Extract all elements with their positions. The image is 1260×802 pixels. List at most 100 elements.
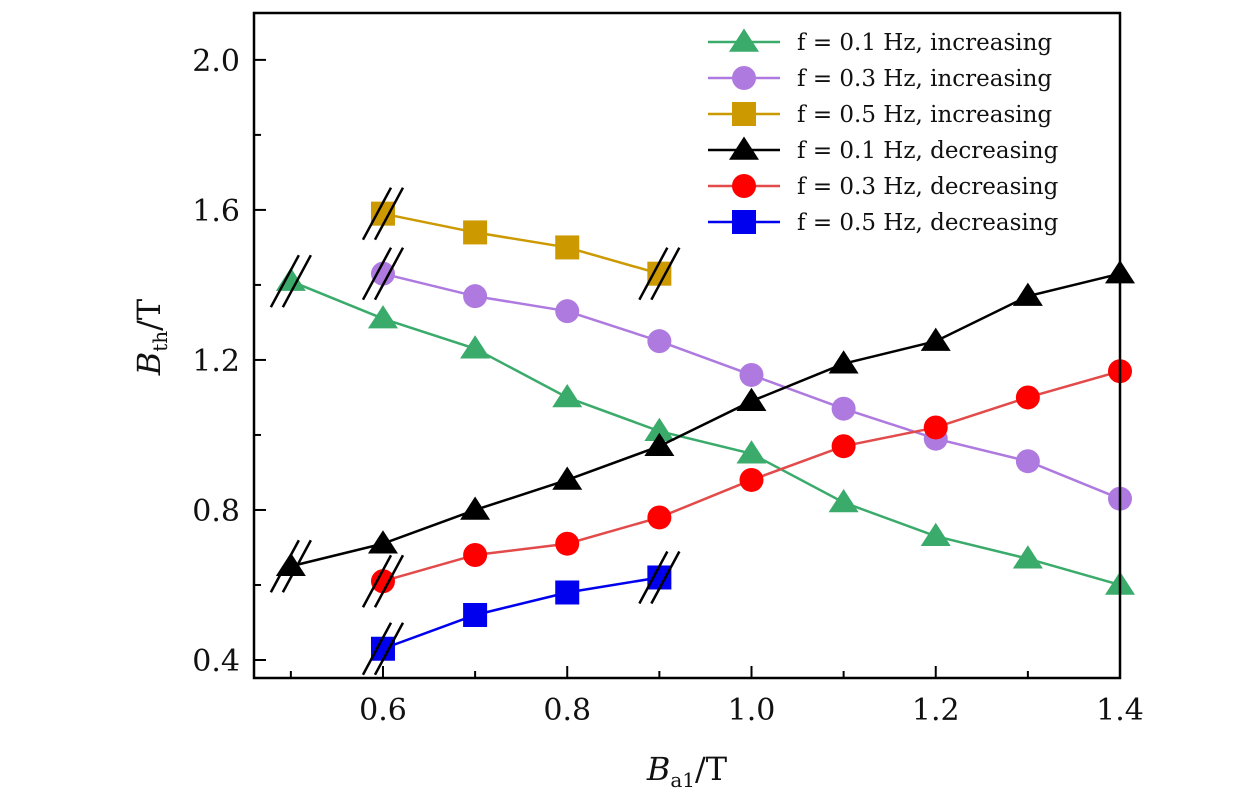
x-tick-label: 0.8 <box>543 693 591 728</box>
series-line-2 <box>382 212 660 275</box>
data-point <box>920 327 951 351</box>
series-line-3 <box>290 272 1121 568</box>
data-point <box>463 602 488 627</box>
data-point <box>552 383 583 408</box>
y-axis-title: Bth/T <box>130 298 172 376</box>
data-point <box>736 387 767 411</box>
series-3 <box>269 260 1135 593</box>
data-point <box>370 636 395 661</box>
break-mark <box>281 254 312 308</box>
x-tick-label: 1.2 <box>912 693 960 728</box>
break-mark <box>361 247 393 301</box>
data-point <box>552 466 583 490</box>
data-point <box>739 467 764 492</box>
data-point <box>1015 449 1040 474</box>
data-point <box>463 542 488 567</box>
legend-label: f = 0.1 Hz, decreasing <box>797 138 1059 164</box>
x-tick-label: 1.0 <box>728 693 776 728</box>
legend-label: f = 0.5 Hz, decreasing <box>797 210 1059 236</box>
break-mark <box>281 539 312 593</box>
legend-marker-triangle <box>729 136 759 160</box>
series-line-0 <box>290 280 1121 587</box>
series-line-5 <box>382 576 660 650</box>
legend: f = 0.1 Hz, increasing f = 0.3 Hz, increa… <box>708 28 1059 236</box>
plot-frame <box>252 11 1122 680</box>
x-axis-title-main: B <box>646 750 671 788</box>
break-mark <box>650 550 681 605</box>
data-point <box>1012 282 1043 306</box>
y-tick-label: 1.2 <box>192 344 240 379</box>
data-point <box>647 505 672 530</box>
data-point <box>1012 545 1043 569</box>
break-mark <box>361 187 393 241</box>
ticks-layer: 0.6 0.8 1.0 1.2 1.4 0.4 0.8 1.2 1.6 2.0 <box>192 44 1144 728</box>
x-tick-label: 0.6 <box>359 693 407 728</box>
legend-marker-circle <box>732 174 756 198</box>
legend-marker-circle <box>732 66 756 90</box>
data-point <box>555 531 580 556</box>
data-point <box>463 284 488 309</box>
data-point <box>370 261 395 286</box>
data-point <box>831 434 856 459</box>
break-mark <box>269 539 300 593</box>
data-point <box>644 432 675 456</box>
data-point <box>828 350 859 374</box>
legend-label: f = 0.3 Hz, decreasing <box>797 174 1059 200</box>
data-point <box>370 569 395 594</box>
data-point <box>828 488 859 513</box>
legend-label: f = 0.1 Hz, increasing <box>797 30 1052 56</box>
y-axis-title-unit: /T <box>130 298 168 331</box>
y-tick-label: 1.6 <box>192 194 240 229</box>
data-point <box>739 362 764 387</box>
series-2 <box>361 187 681 301</box>
legend-label: f = 0.3 Hz, increasing <box>797 66 1052 92</box>
y-axis-title-main: B <box>130 352 168 377</box>
data-point <box>920 522 951 546</box>
x-axis-title-unit: /T <box>695 750 728 788</box>
legend-item-0: f = 0.1 Hz, increasing <box>708 28 1052 56</box>
break-mark <box>361 622 393 676</box>
data-point <box>923 415 948 440</box>
data-point <box>460 335 491 359</box>
data-point <box>831 396 856 421</box>
x-tick-label: 1.4 <box>1096 693 1144 728</box>
break-mark <box>269 254 300 308</box>
data-point <box>647 329 672 354</box>
break-mark <box>638 550 669 605</box>
legend-marker-triangle <box>729 28 759 52</box>
legend-item-4: f = 0.3 Hz, decreasing <box>708 174 1059 200</box>
break-mark <box>373 554 405 608</box>
data-point <box>367 530 398 554</box>
y-axis-title-sub: th <box>148 331 172 352</box>
y-tick-label: 0.8 <box>192 494 240 529</box>
legend-item-2: f = 0.5 Hz, increasing <box>708 102 1052 128</box>
data-point <box>460 496 491 520</box>
series-5 <box>361 550 681 676</box>
data-point <box>647 565 672 590</box>
series-layer <box>269 187 1135 676</box>
x-axis-title: Ba1/T <box>646 750 728 792</box>
legend-label: f = 0.5 Hz, increasing <box>797 102 1052 128</box>
legend-item-5: f = 0.5 Hz, decreasing <box>708 210 1059 236</box>
legend-item-3: f = 0.1 Hz, decreasing <box>708 136 1059 164</box>
data-point <box>555 299 580 324</box>
data-point <box>463 220 488 245</box>
data-point <box>647 261 672 286</box>
y-tick-label: 2.0 <box>192 44 240 79</box>
series-4 <box>361 359 1132 608</box>
data-point <box>736 440 767 464</box>
break-mark <box>373 622 405 676</box>
axes-layer <box>252 11 1122 680</box>
legend-item-1: f = 0.3 Hz, increasing <box>708 66 1052 92</box>
break-mark <box>650 247 681 301</box>
data-point <box>370 201 395 226</box>
data-point <box>555 235 580 260</box>
x-axis-title-sub: a1 <box>670 768 695 792</box>
legend-marker-square <box>732 102 756 126</box>
break-mark <box>361 554 393 608</box>
data-point <box>555 580 580 605</box>
data-point <box>367 305 398 329</box>
legend-marker-square <box>732 210 756 234</box>
break-mark <box>638 247 669 301</box>
